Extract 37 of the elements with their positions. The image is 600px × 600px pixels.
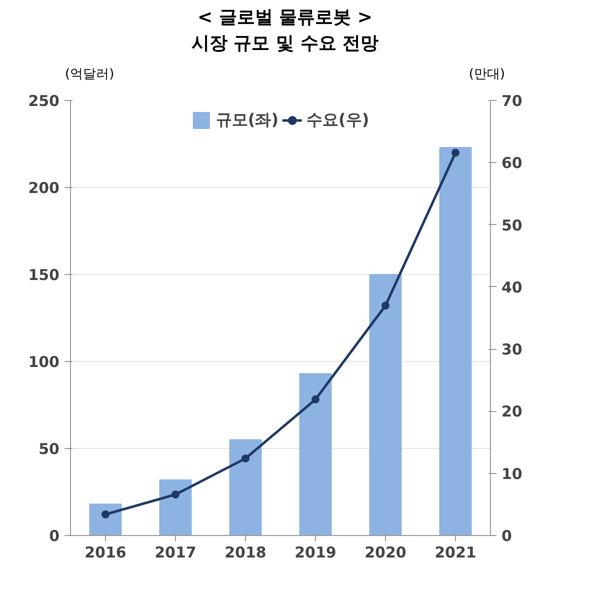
y2-tick-label: 20 bbox=[502, 402, 522, 421]
y-tick-label: 50 bbox=[38, 440, 60, 458]
x-tick-label: 2020 bbox=[364, 543, 406, 562]
point bbox=[382, 302, 390, 310]
bar bbox=[229, 439, 262, 536]
x-tick-label: 2021 bbox=[434, 543, 476, 562]
y-tick-label: 150 bbox=[28, 266, 60, 284]
bar bbox=[159, 479, 192, 536]
x-tick-label: 2017 bbox=[154, 543, 196, 562]
y2-tick-label: 50 bbox=[502, 216, 522, 234]
x-tick-label: 2019 bbox=[294, 543, 336, 562]
bar bbox=[369, 274, 402, 536]
bar bbox=[439, 146, 472, 536]
y2-tick-label: 60 bbox=[502, 154, 522, 172]
y2-tick-label: 30 bbox=[502, 340, 522, 359]
bar bbox=[299, 373, 332, 536]
y2-tick-label: 10 bbox=[502, 464, 522, 483]
y2-tick-label: 40 bbox=[502, 278, 522, 296]
y-tick-label: 0 bbox=[49, 526, 60, 545]
point bbox=[242, 454, 250, 462]
y-axis-title: (억달러) bbox=[65, 66, 114, 84]
point bbox=[312, 395, 320, 404]
chart-title: < 글로벌 물류로봇 > 시장 규모 및 수요 전망 bbox=[191, 6, 379, 56]
bar bbox=[89, 504, 122, 536]
point bbox=[102, 510, 110, 518]
legend-label: 수요(우) bbox=[306, 110, 370, 131]
y2-axis-title: (만대) bbox=[468, 66, 505, 84]
y2-tick-label: 0 bbox=[502, 526, 512, 545]
x-tick-label: 2018 bbox=[224, 543, 266, 562]
y-tick-label: 100 bbox=[28, 352, 60, 371]
y2-tick-label: 70 bbox=[502, 92, 522, 110]
x-tick-label: 2016 bbox=[84, 543, 126, 562]
y-tick-label: 250 bbox=[28, 92, 60, 110]
point bbox=[452, 148, 460, 157]
y-tick-label: 200 bbox=[28, 178, 60, 197]
point bbox=[172, 490, 180, 498]
legend-label: 규모(좌) bbox=[216, 110, 278, 131]
